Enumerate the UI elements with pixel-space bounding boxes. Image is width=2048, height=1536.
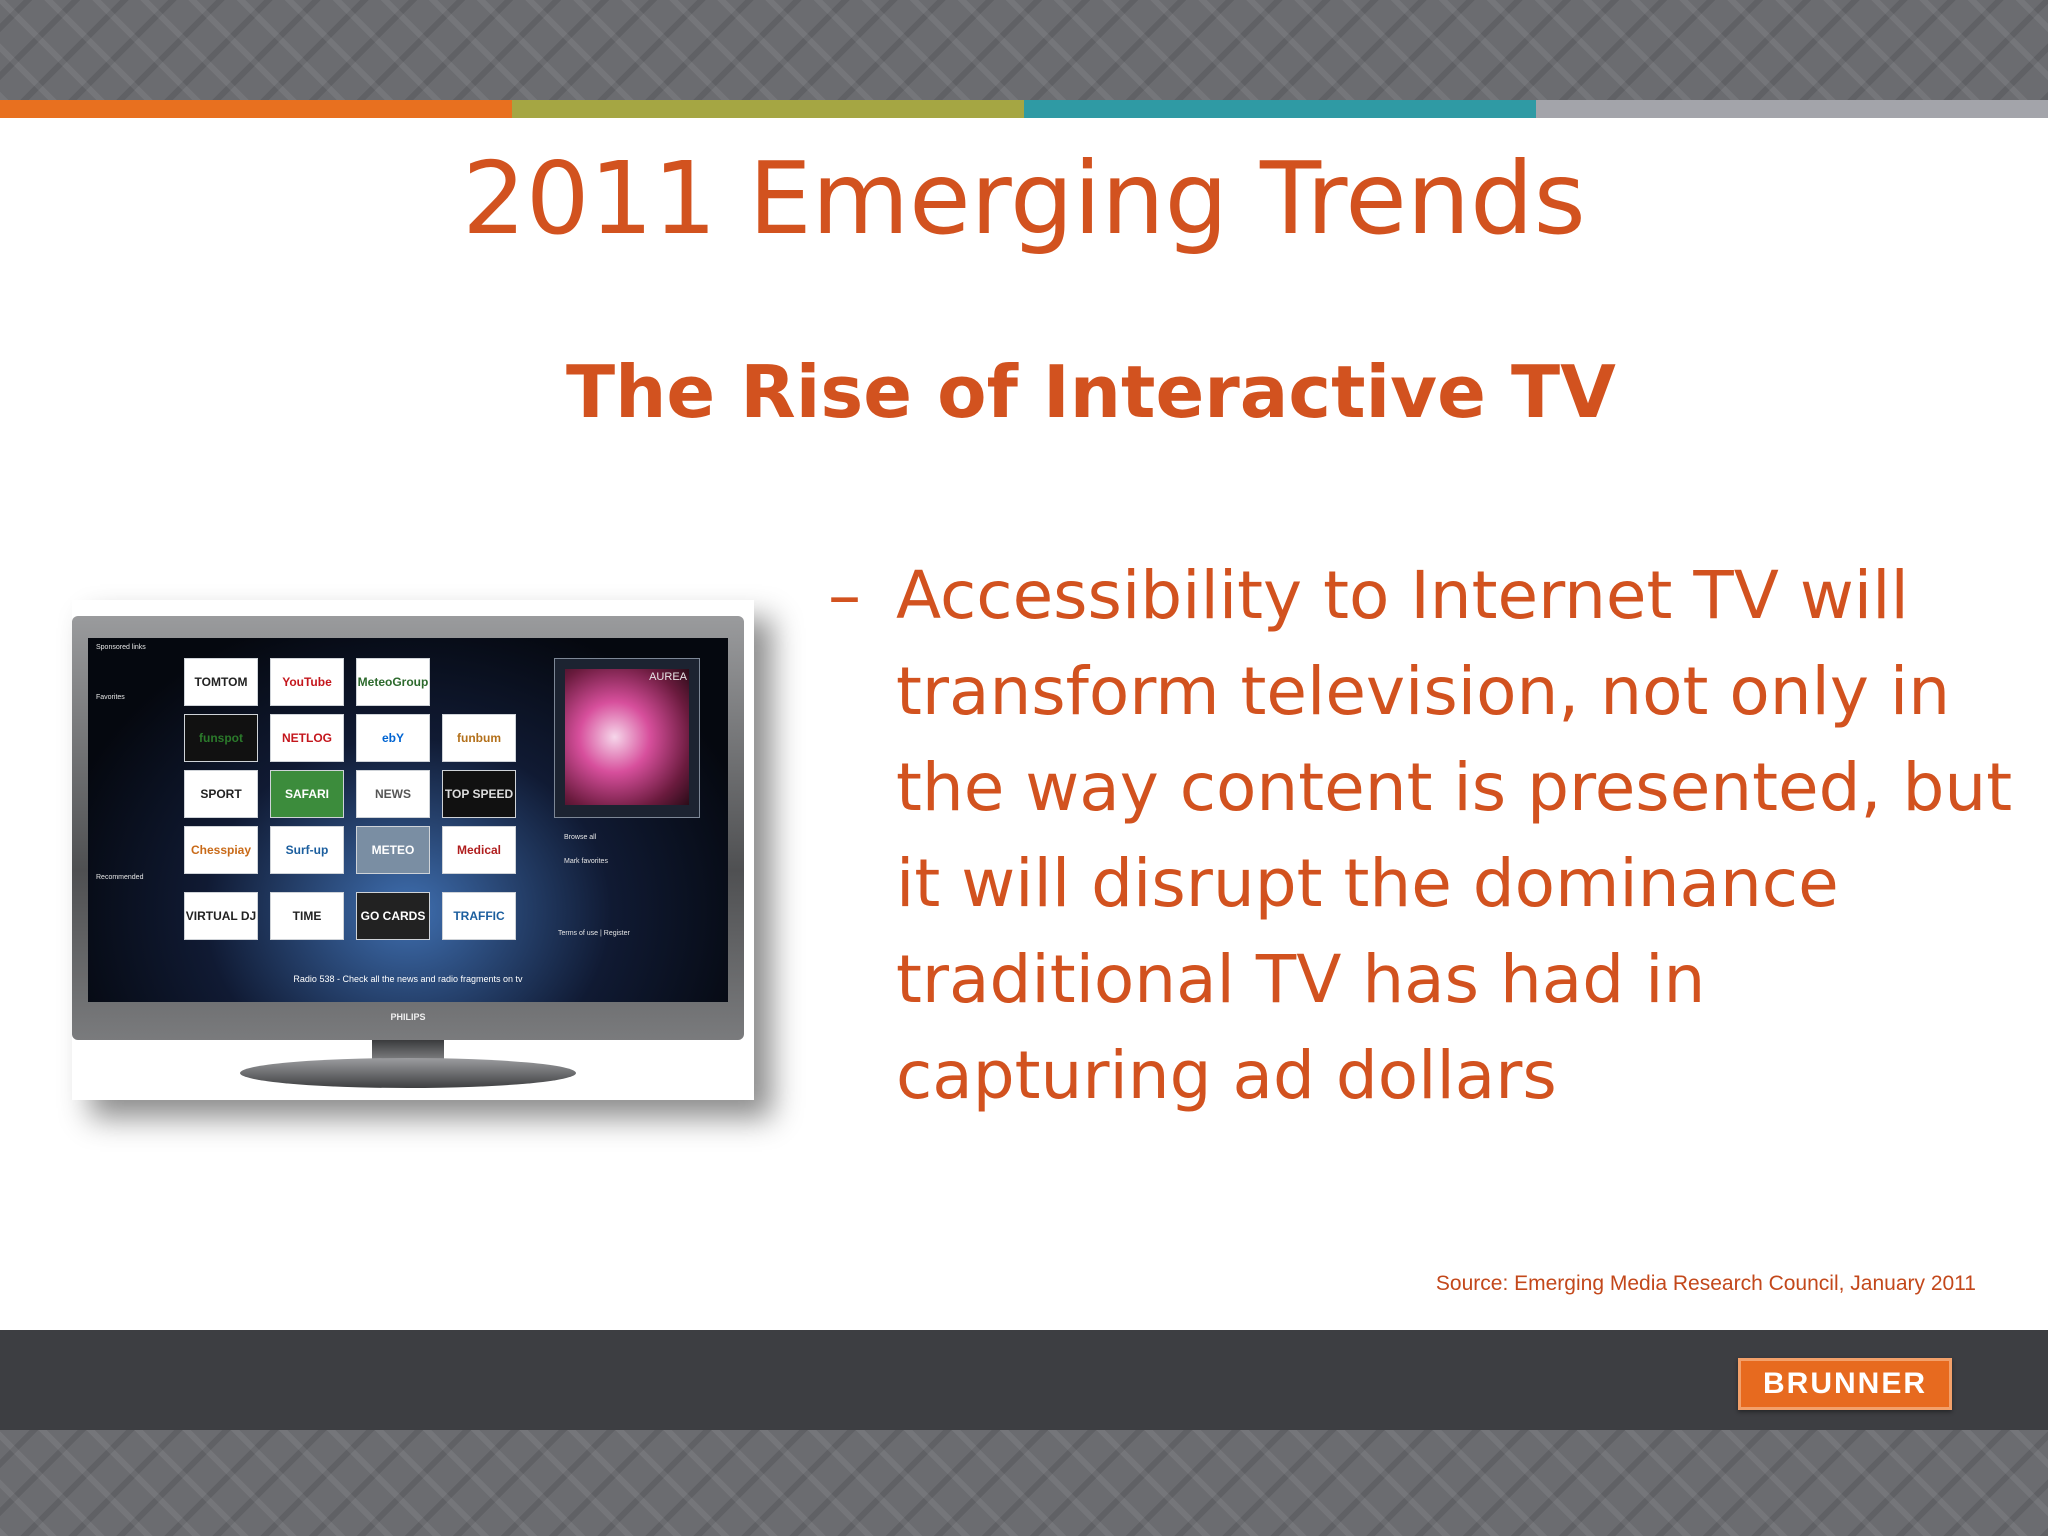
accent-stripe-orange	[0, 100, 512, 118]
tv-app-tile: MeteoGroup	[356, 658, 430, 706]
tv-section-label: Sponsored links	[96, 644, 146, 651]
tv-photo: Sponsored links Favorites Recommended TO…	[72, 600, 754, 1100]
tv-feature-panel: AUREA	[554, 658, 700, 818]
accent-stripe-olive	[512, 100, 1024, 118]
tv-caption: Radio 538 - Check all the news and radio…	[293, 974, 523, 984]
tv-side-link: Browse all	[564, 834, 597, 841]
tv-app-tile: TOP SPEED	[442, 770, 516, 818]
tv-app-tile: Medical	[442, 826, 516, 874]
tv-side-link: Terms of use | Register	[558, 930, 630, 937]
accent-stripe-gray	[1536, 100, 2048, 118]
tv-app-tile: Surf-up	[270, 826, 344, 874]
tv-frame: Sponsored links Favorites Recommended TO…	[72, 616, 744, 1040]
feature-label: AUREA	[649, 671, 687, 683]
bullet-marker: –	[828, 557, 861, 634]
accent-stripe-teal	[1024, 100, 1536, 118]
tv-app-tile: ebY	[356, 714, 430, 762]
brunner-logo: BRUNNER	[1738, 1358, 1952, 1410]
slide-subtitle: The Rise of Interactive TV	[566, 350, 1616, 434]
tv-app-tile: TRAFFIC	[442, 892, 516, 940]
tv-app-tile: SPORT	[184, 770, 258, 818]
tv-app-tile: NETLOG	[270, 714, 344, 762]
bullet-text: Accessibility to Internet TV will transf…	[896, 557, 2013, 1114]
footer-bar	[0, 1330, 2048, 1430]
tv-app-tile: METEO	[356, 826, 430, 874]
tv-app-tile: funspot	[184, 714, 258, 762]
tv-app-tile: GO CARDS	[356, 892, 430, 940]
tv-app-tile: TOMTOM	[184, 658, 258, 706]
tv-app-tile: YouTube	[270, 658, 344, 706]
tv-app-tile: TIME	[270, 892, 344, 940]
tv-brand: PHILIPS	[390, 1012, 426, 1022]
bullet-item: – Accessibility to Internet TV will tran…	[828, 548, 2028, 1124]
tv-screen: Sponsored links Favorites Recommended TO…	[88, 638, 728, 1002]
feature-image	[565, 669, 689, 805]
source-note: Source: Emerging Media Research Council,…	[1435, 1272, 1976, 1295]
tv-stand-base	[240, 1058, 576, 1088]
tv-section-label: Recommended	[96, 874, 144, 881]
slide-title: 2011 Emerging Trends	[462, 140, 1586, 257]
bottom-pattern-band	[0, 1330, 2048, 1536]
top-pattern-band	[0, 0, 2048, 100]
tv-section-label: Favorites	[96, 694, 125, 701]
tv-side-link: Mark favorites	[564, 858, 608, 865]
tv-app-tile: SAFARI	[270, 770, 344, 818]
tv-app-tile: Chesspiay	[184, 826, 258, 874]
tv-app-tile: funbum	[442, 714, 516, 762]
tv-app-tile: NEWS	[356, 770, 430, 818]
tv-app-tile: VIRTUAL DJ	[184, 892, 258, 940]
